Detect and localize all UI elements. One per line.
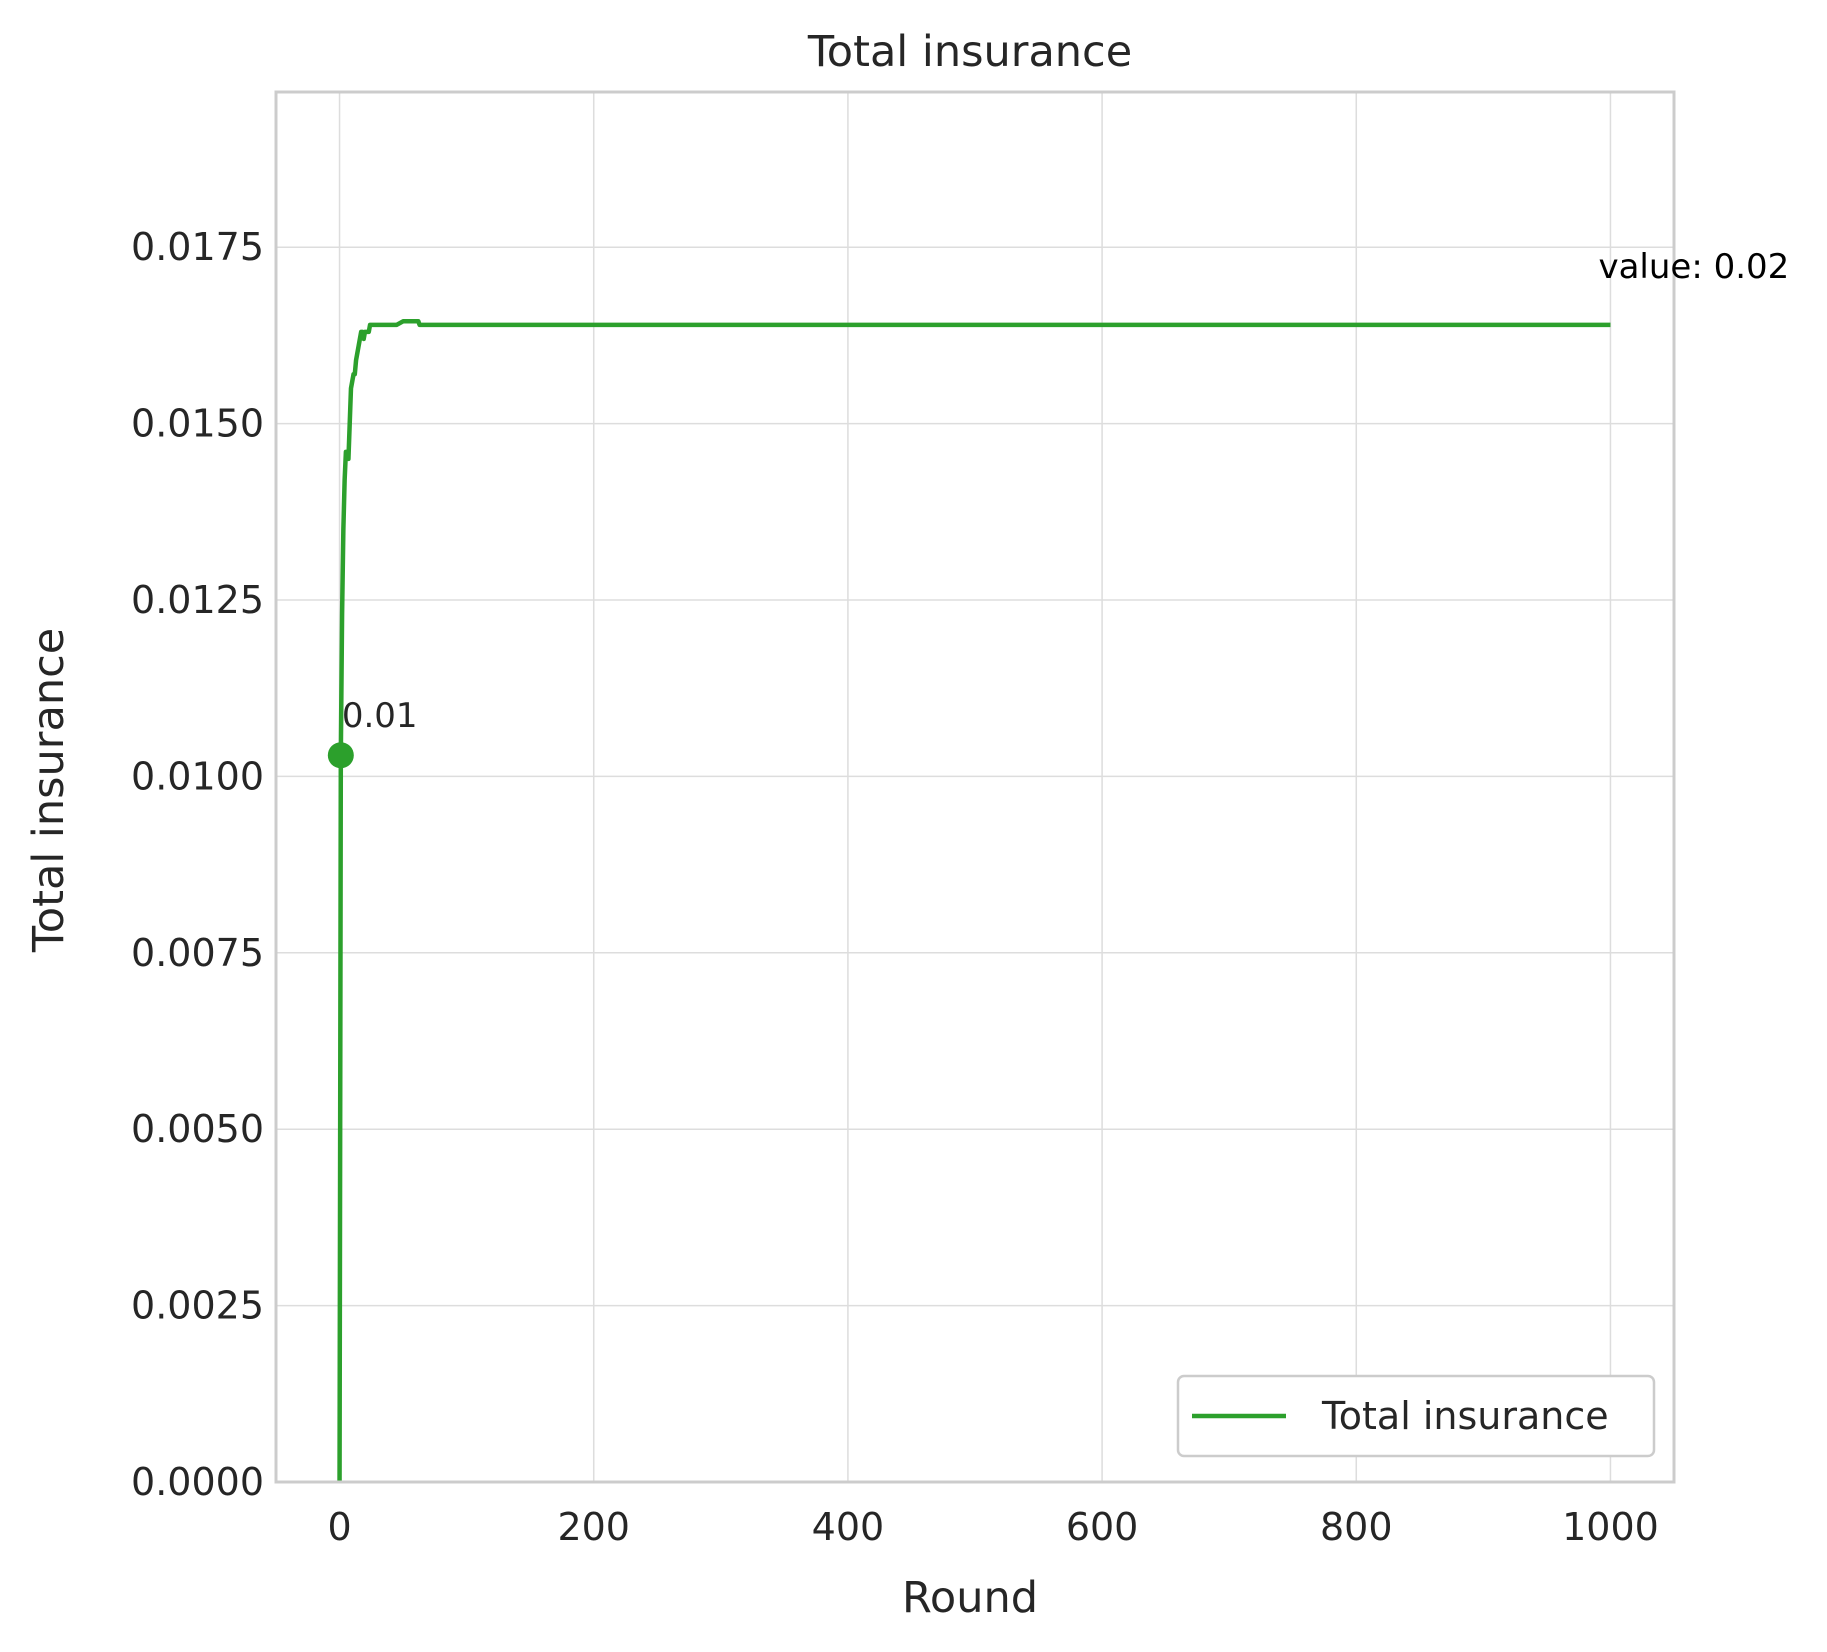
y-tick-label: 0.0050 (131, 1107, 264, 1151)
x-tick-label: 600 (1066, 1505, 1139, 1549)
x-tick-label: 400 (812, 1505, 885, 1549)
legend-box (1176, 1374, 1656, 1458)
y-tick-labels: 0.0000 0.0025 0.0050 0.0075 0.0100 0.0125 0.01… (131, 225, 264, 1504)
y-tick-label: 0.0125 (131, 578, 264, 622)
x-tick-label: 0 (327, 1505, 351, 1549)
y-axis-label: Total insurance (24, 628, 74, 953)
highlight-point-marker (327, 742, 354, 769)
annotation-start-value: 0.01 (342, 696, 418, 736)
legend-label: Total insurance (1321, 1394, 1609, 1438)
x-tick-label: 800 (1320, 1505, 1393, 1549)
annotation-end-value: value: 0.02 (1598, 247, 1789, 287)
y-tick-label: 0.0075 (131, 931, 264, 975)
series-line (337, 319, 1611, 1483)
y-tick-label: 0.0025 (131, 1284, 264, 1328)
y-tick-label: 0.0150 (131, 402, 264, 446)
data-series (327, 319, 1611, 1483)
x-tick-label: 1000 (1562, 1505, 1659, 1549)
y-tick-label: 0.0100 (131, 754, 264, 798)
y-tick-label: 0.0175 (131, 225, 264, 269)
plot-frame (274, 90, 1676, 1484)
x-tick-labels: 0 200 400 600 800 1000 (327, 1505, 1658, 1549)
x-axis-label: Round (902, 1573, 1038, 1623)
y-tick-label: 0.0000 (131, 1460, 264, 1504)
legend: Total insurance (1176, 1374, 1656, 1458)
chart-title: Total insurance (807, 27, 1132, 77)
annotations: 0.01 value: 0.02 (342, 247, 1789, 736)
x-tick-label: 200 (557, 1505, 630, 1549)
